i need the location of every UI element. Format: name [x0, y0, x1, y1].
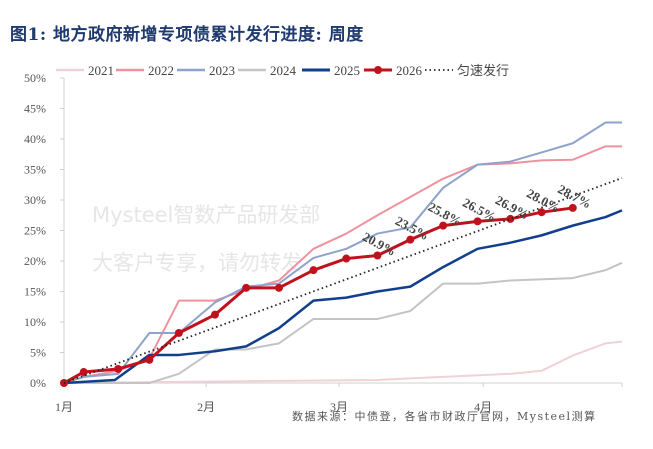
series-line-2024	[64, 261, 623, 384]
y-tick-label: 5%	[30, 346, 46, 360]
y-tick-label: 30%	[24, 193, 46, 207]
data-point-2026	[309, 266, 318, 275]
legend-marker-2026	[374, 66, 382, 74]
x-tick-label: 3月	[330, 400, 348, 414]
x-tick-label: 4月	[474, 400, 492, 414]
watermark-text: Mysteel智数产品研发部	[92, 203, 320, 227]
y-tick-label: 20%	[24, 254, 46, 268]
chart-title: 图1: 地方政府新增专项债累计发行进度: 周度	[10, 25, 364, 45]
data-point-2026	[406, 235, 415, 244]
y-tick-label: 40%	[24, 132, 46, 146]
data-point-2026	[210, 310, 219, 319]
y-tick-label: 45%	[24, 102, 46, 116]
y-tick-label: 15%	[24, 285, 46, 299]
data-point-2026	[114, 364, 123, 373]
series-line-匀速发行	[63, 177, 623, 384]
data-point-2026	[568, 203, 577, 212]
legend-label: 2021	[88, 63, 114, 78]
source-note: 数据来源：中债登，各省市财政厅官网，Mysteel测算	[292, 410, 597, 423]
data-point-2026	[242, 283, 251, 292]
data-point-2026	[174, 328, 183, 337]
data-point-2026	[473, 217, 482, 226]
series-line-2026	[63, 206, 573, 385]
x-tick-label: 1月	[55, 400, 73, 414]
data-point-2026	[506, 214, 515, 223]
series-line-2023	[63, 121, 622, 384]
data-point-2026	[274, 283, 283, 292]
y-tick-label: 10%	[24, 315, 46, 329]
x-tick-label: 2月	[197, 400, 215, 414]
y-tick-label: 25%	[24, 224, 46, 238]
legend-label: 2026	[396, 63, 423, 78]
data-point-2026	[145, 355, 154, 364]
series-line-2021	[63, 340, 623, 384]
data-point-2026	[439, 221, 448, 230]
data-point-2026	[79, 368, 88, 377]
watermark-text: 大客户专享，请勿转发	[92, 251, 302, 275]
legend-label: 2022	[148, 63, 174, 78]
legend-label: 2025	[334, 63, 360, 78]
legend-label: 匀速发行	[457, 63, 509, 78]
legend-label: 2023	[209, 63, 235, 78]
data-point-2026	[342, 254, 351, 263]
data-point-2026	[537, 208, 546, 217]
series-line-2025	[63, 209, 623, 385]
data-point-2026	[373, 251, 382, 260]
y-tick-label: 50%	[24, 71, 46, 85]
legend-label: 2024	[270, 63, 297, 78]
y-tick-label: 35%	[24, 163, 46, 177]
y-tick-label: 0%	[30, 376, 46, 390]
